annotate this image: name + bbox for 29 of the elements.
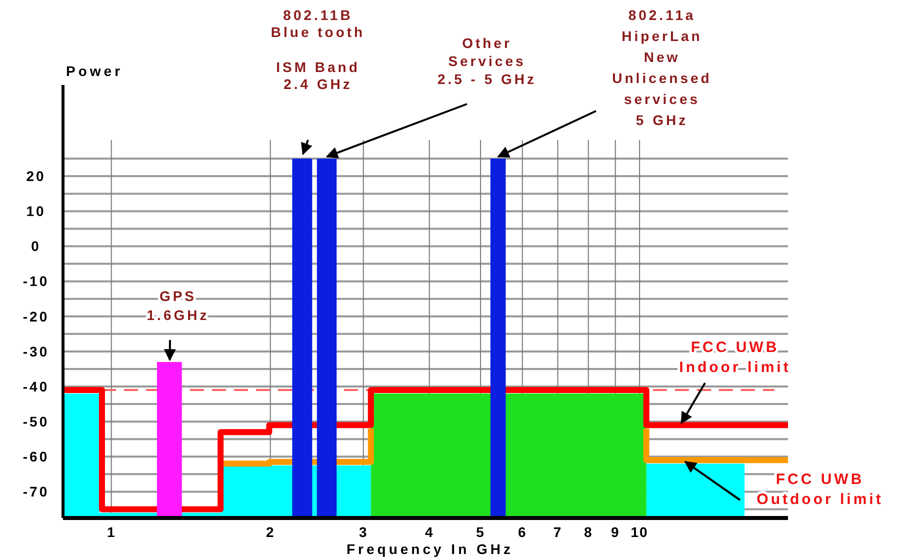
x-axis-title: Frequency In GHz [346,541,514,557]
annotation: FCC UWB Outdoor limit [756,471,884,508]
y-axis-title: Power [66,63,124,79]
x-tick-label: 9 [610,524,620,540]
y-tick-label: 0 [31,238,41,254]
x-tick-label: 3 [358,524,368,540]
x-tick-label: 2 [266,524,275,540]
y-tick-label: -60 [22,448,50,465]
y-tick-label: -40 [22,378,50,394]
x-tick-label: 10 [630,524,648,540]
annotation: Other Services 2.5 - 5 GHz [437,35,537,87]
y-tick-label: -20 [22,308,50,324]
annotation: FCC UWB Indoor limit [679,339,791,376]
x-tick-label: 5 [476,524,485,540]
y-tick-label: -50 [22,413,50,430]
y-tick-label: -10 [22,273,50,290]
y-tick-label: 20 [26,168,46,184]
annotation: 802.11a HiperLan New Unlicensed services 5 GHz [612,7,712,128]
x-tick-label: 4 [424,524,434,540]
annotation: ISM Band 2.4 GHz [276,59,360,92]
y-tick-label: -30 [22,343,50,360]
x-tick-label: 8 [584,524,593,540]
x-tick-label: 7 [553,524,562,540]
x-tick-label: 6 [518,524,527,540]
text: 802.11B Blue tooth [270,7,366,40]
y-tick-label: -70 [22,484,50,500]
annotation: GPS 1.6GHz [146,288,210,323]
x-tick-label: 1 [106,524,116,540]
y-tick-label: 10 [26,203,46,220]
